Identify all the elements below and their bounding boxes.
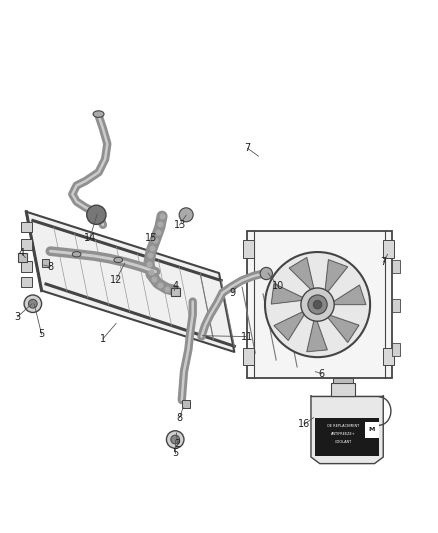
Bar bbox=[42, 260, 49, 266]
Text: 9: 9 bbox=[229, 288, 235, 298]
Text: 11: 11 bbox=[241, 332, 254, 342]
Polygon shape bbox=[274, 304, 318, 341]
Text: 15: 15 bbox=[145, 233, 157, 243]
Polygon shape bbox=[289, 257, 318, 304]
Bar bbox=[21, 261, 32, 272]
Polygon shape bbox=[26, 212, 234, 352]
Bar bbox=[383, 348, 394, 365]
Polygon shape bbox=[318, 304, 359, 342]
Ellipse shape bbox=[93, 111, 104, 117]
Circle shape bbox=[265, 252, 370, 357]
Text: 8: 8 bbox=[177, 413, 183, 423]
Text: 16: 16 bbox=[298, 419, 311, 429]
Text: COOLANT: COOLANT bbox=[335, 440, 352, 444]
Text: OE REPLACEMENT: OE REPLACEMENT bbox=[327, 424, 360, 429]
Bar bbox=[247, 231, 392, 378]
Bar bbox=[392, 300, 400, 312]
Bar bbox=[365, 422, 379, 438]
Text: ANTIFREEZE+: ANTIFREEZE+ bbox=[331, 432, 356, 436]
Circle shape bbox=[24, 295, 42, 312]
Bar bbox=[21, 277, 32, 287]
Circle shape bbox=[260, 268, 272, 280]
Bar bbox=[333, 378, 353, 383]
Text: 6: 6 bbox=[319, 369, 325, 379]
Text: 12: 12 bbox=[110, 274, 122, 285]
Text: 8: 8 bbox=[47, 262, 53, 271]
Text: 13: 13 bbox=[173, 220, 186, 230]
Polygon shape bbox=[307, 304, 327, 352]
Circle shape bbox=[179, 208, 193, 222]
Bar bbox=[171, 287, 180, 296]
Circle shape bbox=[171, 435, 180, 444]
Ellipse shape bbox=[72, 252, 81, 257]
Bar bbox=[21, 239, 32, 250]
Bar bbox=[315, 418, 379, 456]
Polygon shape bbox=[318, 260, 348, 304]
Polygon shape bbox=[311, 395, 383, 464]
Circle shape bbox=[308, 295, 327, 314]
Bar bbox=[18, 253, 27, 262]
Text: 7: 7 bbox=[244, 143, 251, 154]
Text: 1: 1 bbox=[100, 334, 106, 344]
Text: 4: 4 bbox=[19, 248, 25, 259]
Circle shape bbox=[301, 288, 334, 321]
Bar bbox=[243, 240, 254, 258]
Polygon shape bbox=[271, 284, 318, 304]
Text: M: M bbox=[369, 427, 375, 432]
Text: 2: 2 bbox=[174, 439, 180, 449]
Circle shape bbox=[87, 205, 106, 224]
Bar bbox=[331, 383, 355, 395]
Circle shape bbox=[166, 431, 184, 448]
Circle shape bbox=[28, 300, 37, 308]
Bar bbox=[392, 260, 400, 273]
Circle shape bbox=[313, 300, 322, 309]
Text: 5: 5 bbox=[172, 448, 178, 458]
Text: 3: 3 bbox=[14, 312, 21, 322]
Bar bbox=[392, 343, 400, 356]
Polygon shape bbox=[318, 285, 366, 304]
Ellipse shape bbox=[114, 257, 123, 263]
Text: 4: 4 bbox=[172, 281, 178, 291]
Bar bbox=[243, 348, 254, 365]
Text: 10: 10 bbox=[272, 281, 284, 291]
Text: 5: 5 bbox=[39, 329, 45, 340]
Bar bbox=[21, 222, 32, 232]
Bar bbox=[182, 400, 190, 408]
Text: 14: 14 bbox=[84, 233, 96, 243]
Bar bbox=[383, 240, 394, 258]
Text: 7: 7 bbox=[380, 257, 386, 267]
